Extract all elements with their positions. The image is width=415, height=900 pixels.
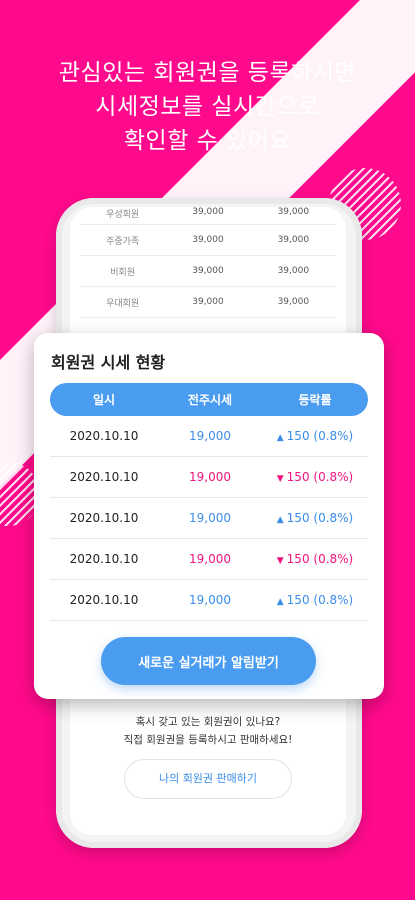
table-row: 2020.10.10 19,000 ▲ 150 (0.8%) [50, 498, 368, 539]
table-cell: 39,000 [192, 297, 224, 307]
row-date: 2020.10.10 [69, 593, 139, 607]
change-value: 150 (0.8%) [286, 511, 354, 525]
table-row: 우성회원 39,000 39,000 [80, 207, 336, 225]
card-title: 회원권 시세 현황 [51, 353, 166, 372]
change-value: 150 (0.8%) [286, 470, 354, 484]
row-price: 19,000 [189, 429, 231, 443]
headline-line: 시세정보를 실시간으로 [95, 94, 320, 120]
table-row: 비회원 39,000 39,000 [80, 256, 336, 287]
headline-line: 관심있는 회원권을 등록하시면 [58, 60, 357, 86]
row-change: ▲ 150 (0.8%) [262, 511, 368, 525]
sell-prompt: 혹시 갖고 있는 회원권이 있나요? 직접 회원권을 등록하시고 판매하세요! … [70, 713, 346, 799]
triangle-down-icon: ▼ [276, 474, 284, 484]
header-price: 전주시세 [187, 393, 233, 407]
table-cell: 주중가족 [106, 236, 140, 247]
sell-prompt-line: 혹시 갖고 있는 회원권이 있나요? [135, 716, 281, 728]
table-cell: 39,000 [277, 266, 310, 276]
row-price: 19,000 [189, 511, 231, 525]
triangle-down-icon: ▼ [276, 556, 284, 566]
table-cell: 우대회원 [106, 298, 140, 309]
header-date: 일시 [92, 393, 116, 407]
triangle-up-icon: ▲ [276, 433, 284, 443]
table-cell: 39,000 [192, 207, 224, 217]
table-cell: 비회원 [110, 267, 136, 278]
row-change: ▲ 150 (0.8%) [262, 593, 368, 607]
row-change: ▼ 150 (0.8%) [262, 470, 368, 484]
row-price: 19,000 [189, 593, 231, 607]
change-value: 150 (0.8%) [286, 552, 354, 566]
triangle-up-icon: ▲ [276, 515, 284, 525]
table-row: 2020.10.10 19,000 ▼ 150 (0.8%) [50, 457, 368, 498]
table-row: 주중가족 39,000 39,000 [80, 225, 336, 256]
row-price: 19,000 [189, 552, 231, 566]
row-date: 2020.10.10 [69, 511, 139, 525]
table-header: 일시 전주시세 등락률 [50, 383, 368, 416]
price-table-body: 2020.10.10 19,000 ▲ 150 (0.8%) 2020.10.10… [50, 416, 368, 621]
change-value: 150 (0.8%) [286, 429, 354, 443]
table-cell: 39,000 [277, 235, 310, 245]
table-row: 2020.10.10 19,000 ▼ 150 (0.8%) [50, 539, 368, 580]
row-change: ▼ 150 (0.8%) [262, 552, 368, 566]
background-price-table: 우성회원 39,000 39,000 주중가족 39,000 39,000 비회… [70, 207, 346, 318]
headline: 관심있는 회원권을 등록하시면 시세정보를 실시간으로 확인할 수 있어요 [0, 56, 415, 158]
table-row: 2020.10.10 19,000 ▲ 150 (0.8%) [50, 580, 368, 621]
triangle-up-icon: ▲ [276, 597, 284, 607]
change-value: 150 (0.8%) [286, 593, 354, 607]
price-status-card: 회원권 시세 현황 일시 전주시세 등락률 2020.10.10 19,000 … [34, 333, 384, 699]
headline-line: 확인할 수 있어요 [123, 128, 292, 154]
row-change: ▲ 150 (0.8%) [262, 429, 368, 443]
row-date: 2020.10.10 [69, 429, 139, 443]
sell-membership-button[interactable]: 나의 회원권 판매하기 [124, 759, 292, 799]
sell-prompt-line: 직접 회원권을 등록하시고 판매하세요! [123, 734, 293, 746]
table-cell: 39,000 [192, 235, 224, 245]
table-cell: 39,000 [277, 207, 310, 217]
table-cell: 우성회원 [106, 210, 140, 220]
subscribe-alert-button[interactable]: 새로운 실거래가 알림받기 [101, 637, 316, 685]
table-cell: 39,000 [277, 297, 310, 307]
row-date: 2020.10.10 [69, 470, 139, 484]
table-cell: 39,000 [192, 266, 224, 276]
row-price: 19,000 [189, 470, 231, 484]
table-row: 우대회원 39,000 39,000 [80, 287, 336, 318]
header-change: 등락률 [298, 393, 332, 407]
table-row: 2020.10.10 19,000 ▲ 150 (0.8%) [50, 416, 368, 457]
row-date: 2020.10.10 [69, 552, 139, 566]
